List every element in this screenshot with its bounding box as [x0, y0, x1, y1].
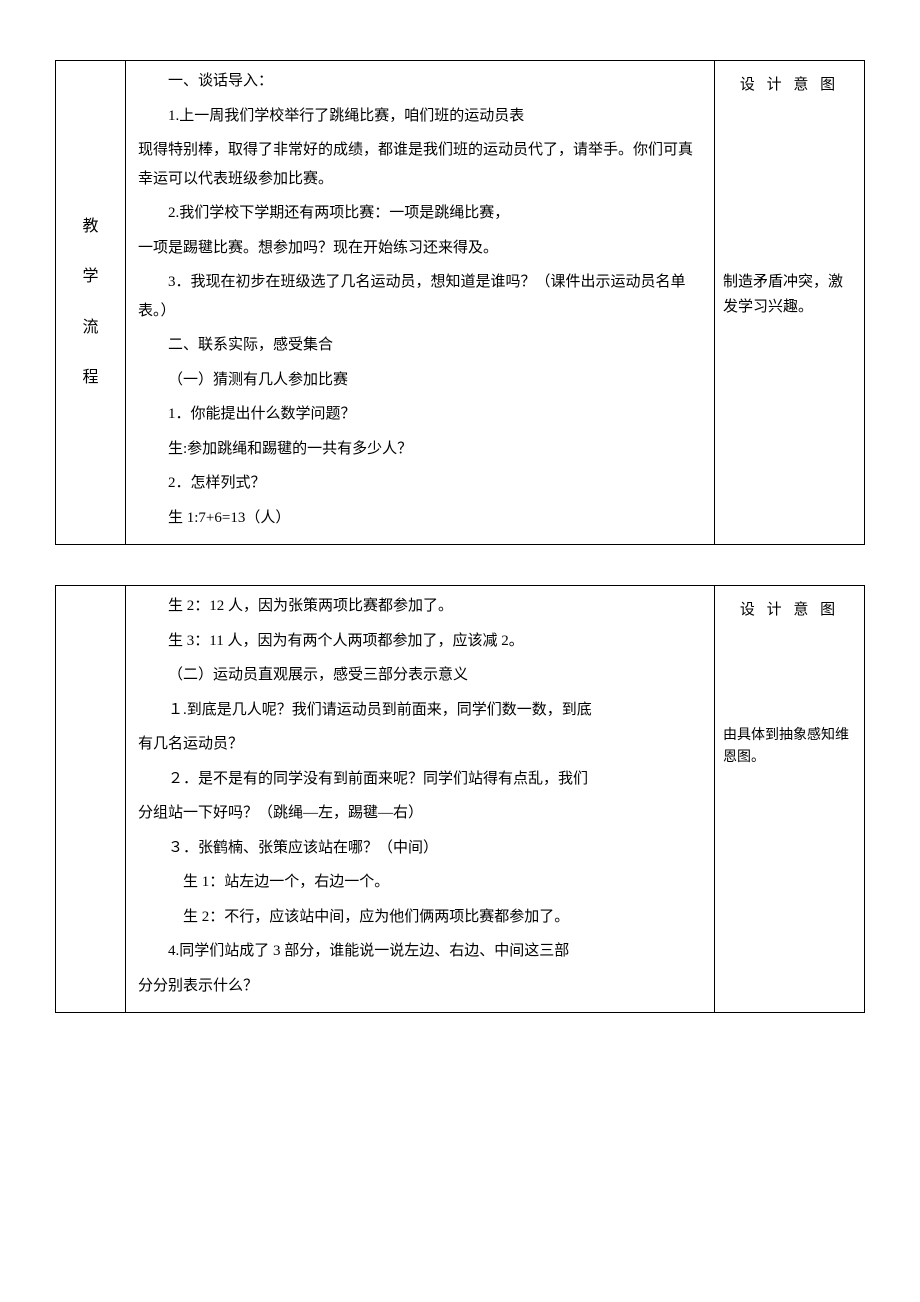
- content-line: 生 2：不行，应该站中间，应为他们俩两项比赛都参加了。: [138, 903, 702, 932]
- content-line: 一项是踢毽比赛。想参加吗？现在开始练习还来得及。: [138, 234, 702, 263]
- content-line: 1.上一周我们学校举行了跳绳比赛，咱们班的运动员表: [138, 102, 702, 131]
- content-line: 生 1:7+6=13（人）: [138, 504, 702, 533]
- content-line: 3．我现在初步在班级选了几名运动员，想知道是谁吗？（课件出示运动员名单表。）: [138, 268, 702, 325]
- content-line: 生 3：11 人，因为有两个人两项都参加了，应该减 2。: [138, 627, 702, 656]
- lesson-table-2: 生 2：12 人，因为张策两项比赛都参加了。 生 3：11 人，因为有两个人两项…: [55, 585, 865, 1013]
- intent-cell: 设 计 意 图 由具体到抽象感知维恩图。: [715, 586, 865, 1013]
- content-line: ２．是不是有的同学没有到前面来呢？同学们站得有点乱，我们: [138, 765, 702, 794]
- content-line: 4.同学们站成了 3 部分，谁能说一说左边、右边、中间这三部: [138, 937, 702, 966]
- intent-header: 设 计 意 图: [723, 596, 856, 625]
- label-char: 教: [82, 212, 98, 242]
- intent-note: 由具体到抽象感知维恩图。: [723, 725, 856, 770]
- row-label-cell-empty: [56, 586, 126, 1013]
- vertical-label: 教 学 流 程: [56, 202, 125, 404]
- content-line: 生 1：站左边一个，右边一个。: [138, 868, 702, 897]
- label-char: 程: [82, 363, 98, 393]
- content-line: 一、谈话导入：: [138, 67, 702, 96]
- label-char: 学: [82, 262, 98, 292]
- lesson-table-1: 教 学 流 程 一、谈话导入： 1.上一周我们学校举行了跳绳比赛，咱们班的运动员…: [55, 60, 865, 545]
- content-line: 2.我们学校下学期还有两项比赛：一项是跳绳比赛，: [138, 199, 702, 228]
- content-line: 现得特别棒，取得了非常好的成绩，都谁是我们班的运动员代了，请举手。你们可真幸运可…: [138, 136, 702, 193]
- content-line: 分分别表示什么？: [138, 972, 702, 1001]
- content-line: 二、联系实际，感受集合: [138, 331, 702, 360]
- content-line: 分组站一下好吗？（跳绳—左，踢毽—右）: [138, 799, 702, 828]
- content-cell: 生 2：12 人，因为张策两项比赛都参加了。 生 3：11 人，因为有两个人两项…: [126, 586, 715, 1013]
- content-line: ３．张鹤楠、张策应该站在哪？（中间）: [138, 834, 702, 863]
- content-line: 生:参加跳绳和踢毽的一共有多少人？: [138, 435, 702, 464]
- content-line: １.到底是几人呢？我们请运动员到前面来，同学们数一数，到底: [138, 696, 702, 725]
- content-line: 1．你能提出什么数学问题？: [138, 400, 702, 429]
- intent-header: 设 计 意 图: [723, 71, 856, 100]
- content-cell: 一、谈话导入： 1.上一周我们学校举行了跳绳比赛，咱们班的运动员表 现得特别棒，…: [126, 61, 715, 545]
- intent-note: 制造矛盾冲突，激发学习兴趣。: [723, 270, 856, 321]
- content-line: 有几名运动员？: [138, 730, 702, 759]
- content-line: 2．怎样列式？: [138, 469, 702, 498]
- intent-cell: 设 计 意 图 制造矛盾冲突，激发学习兴趣。: [715, 61, 865, 545]
- label-char: 流: [82, 313, 98, 343]
- row-label-cell: 教 学 流 程: [56, 61, 126, 545]
- content-line: （一）猜测有几人参加比赛: [138, 366, 702, 395]
- content-line: 生 2：12 人，因为张策两项比赛都参加了。: [138, 592, 702, 621]
- content-line: （二）运动员直观展示，感受三部分表示意义: [138, 661, 702, 690]
